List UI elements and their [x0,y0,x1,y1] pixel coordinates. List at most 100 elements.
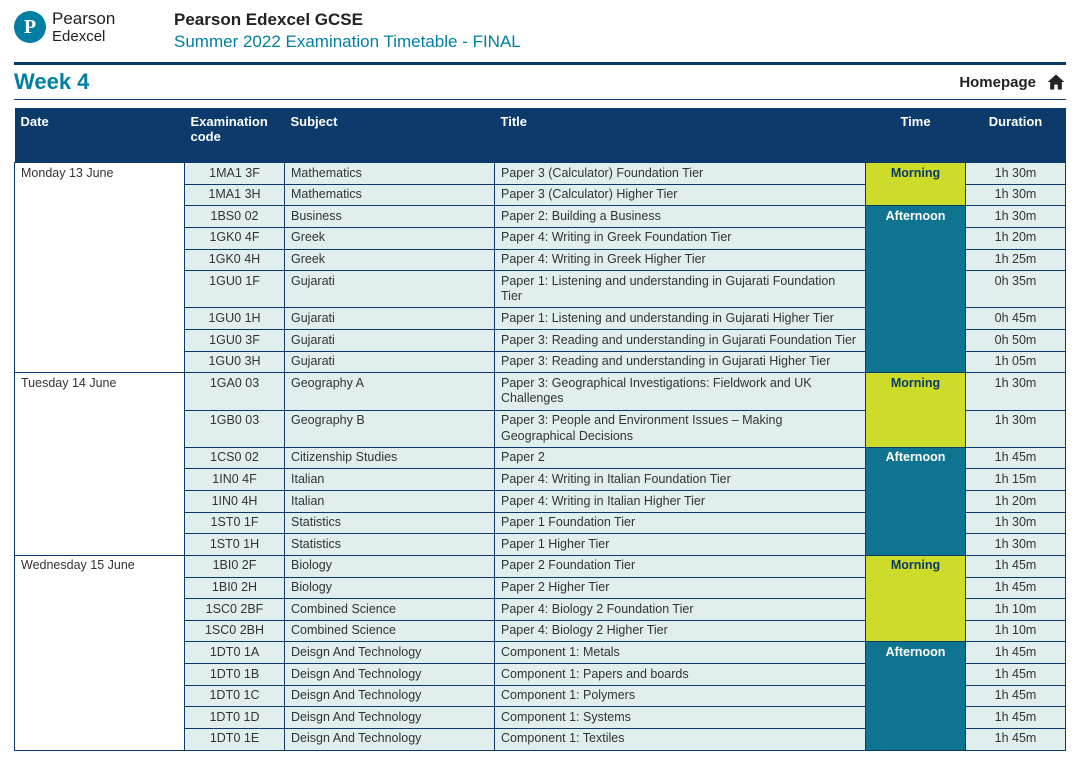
code-cell: 1GU0 3H [185,351,285,373]
code-cell: 1CS0 02 [185,447,285,469]
duration-cell: 1h 30m [966,534,1066,556]
title-cell: Paper 3: Geographical Investigations: Fi… [495,373,866,410]
duration-cell: 1h 30m [966,373,1066,410]
code-cell: 1DT0 1A [185,642,285,664]
code-cell: 1DT0 1D [185,707,285,729]
title-cell: Paper 1 Higher Tier [495,534,866,556]
code-cell: 1DT0 1B [185,664,285,686]
title-cell: Paper 2 Foundation Tier [495,555,866,577]
date-cell: Tuesday 14 June [15,373,185,556]
brand-logo: P Pearson Edexcel [14,10,154,44]
subject-cell: Gujarati [285,308,495,330]
subject-cell: Italian [285,469,495,491]
time-morning-cell: Morning [866,555,966,642]
duration-cell: 1h 30m [966,184,1066,206]
code-cell: 1ST0 1H [185,534,285,556]
duration-cell: 1h 05m [966,351,1066,373]
code-cell: 1BS0 02 [185,206,285,228]
title-cell: Paper 1: Listening and understanding in … [495,308,866,330]
time-afternoon-cell: Afternoon [866,447,966,555]
code-cell: 1SC0 2BF [185,599,285,621]
subject-cell: Business [285,206,495,228]
week-label: Week 4 [14,69,89,95]
duration-cell: 1h 30m [966,512,1066,534]
homepage-link[interactable]: Homepage [959,72,1066,92]
code-cell: 1MA1 3H [185,184,285,206]
title-cell: Paper 4: Writing in Italian Foundation T… [495,469,866,491]
duration-cell: 1h 10m [966,620,1066,642]
subject-cell: Deisgn And Technology [285,707,495,729]
time-afternoon-cell: Afternoon [866,206,966,373]
title-cell: Paper 2: Building a Business [495,206,866,228]
page-header: P Pearson Edexcel Pearson Edexcel GCSE S… [14,10,1066,56]
col-date: Date [15,108,185,163]
duration-cell: 1h 45m [966,555,1066,577]
subject-cell: Statistics [285,512,495,534]
code-cell: 1SC0 2BH [185,620,285,642]
title-cell: Paper 4: Writing in Greek Foundation Tie… [495,227,866,249]
subject-cell: Mathematics [285,163,495,185]
duration-cell: 1h 30m [966,163,1066,185]
home-icon [1046,72,1066,92]
code-cell: 1ST0 1F [185,512,285,534]
table-row: Monday 13 June1MA1 3FMathematicsPaper 3 … [15,163,1066,185]
title-cell: Paper 3: Reading and understanding in Gu… [495,330,866,352]
duration-cell: 1h 15m [966,469,1066,491]
code-cell: 1GK0 4F [185,227,285,249]
page-title: Pearson Edexcel GCSE [174,10,1066,30]
subject-cell: Gujarati [285,271,495,308]
subject-cell: Gujarati [285,330,495,352]
subject-cell: Mathematics [285,184,495,206]
table-header-row: Date Examination code Subject Title Time… [15,108,1066,163]
duration-cell: 1h 25m [966,249,1066,271]
code-cell: 1BI0 2F [185,555,285,577]
title-cell: Paper 3: Reading and understanding in Gu… [495,351,866,373]
subject-cell: Combined Science [285,599,495,621]
duration-cell: 1h 45m [966,728,1066,750]
subject-cell: Geography A [285,373,495,410]
title-cell: Component 1: Textiles [495,728,866,750]
col-title: Title [495,108,866,163]
subject-cell: Biology [285,555,495,577]
duration-cell: 1h 20m [966,491,1066,513]
title-block: Pearson Edexcel GCSE Summer 2022 Examina… [174,10,1066,52]
table-row: Wednesday 15 June1BI0 2FBiologyPaper 2 F… [15,555,1066,577]
code-cell: 1IN0 4F [185,469,285,491]
title-cell: Paper 2 [495,447,866,469]
title-cell: Paper 4: Biology 2 Foundation Tier [495,599,866,621]
duration-cell: 1h 45m [966,685,1066,707]
code-cell: 1GB0 03 [185,410,285,447]
brand-line1: Pearson [52,10,115,27]
date-cell: Wednesday 15 June [15,555,185,750]
week-row: Week 4 Homepage [14,67,1066,100]
duration-cell: 1h 20m [966,227,1066,249]
subject-cell: Citizenship Studies [285,447,495,469]
subject-cell: Deisgn And Technology [285,728,495,750]
timetable-table: Date Examination code Subject Title Time… [14,108,1066,751]
code-cell: 1GU0 1H [185,308,285,330]
title-cell: Paper 2 Higher Tier [495,577,866,599]
title-cell: Paper 4: Biology 2 Higher Tier [495,620,866,642]
duration-cell: 1h 30m [966,206,1066,228]
subject-cell: Greek [285,249,495,271]
code-cell: 1IN0 4H [185,491,285,513]
subject-cell: Greek [285,227,495,249]
duration-cell: 1h 45m [966,447,1066,469]
title-cell: Paper 3 (Calculator) Higher Tier [495,184,866,206]
code-cell: 1GA0 03 [185,373,285,410]
brand-text: Pearson Edexcel [52,10,115,44]
title-cell: Paper 4: Writing in Greek Higher Tier [495,249,866,271]
title-cell: Paper 3: People and Environment Issues –… [495,410,866,447]
subject-cell: Statistics [285,534,495,556]
subject-cell: Deisgn And Technology [285,642,495,664]
code-cell: 1GU0 3F [185,330,285,352]
col-duration: Duration [966,108,1066,163]
subject-cell: Geography B [285,410,495,447]
code-cell: 1DT0 1E [185,728,285,750]
subject-cell: Deisgn And Technology [285,685,495,707]
title-cell: Paper 1 Foundation Tier [495,512,866,534]
code-cell: 1BI0 2H [185,577,285,599]
duration-cell: 0h 50m [966,330,1066,352]
code-cell: 1GK0 4H [185,249,285,271]
time-afternoon-cell: Afternoon [866,642,966,750]
